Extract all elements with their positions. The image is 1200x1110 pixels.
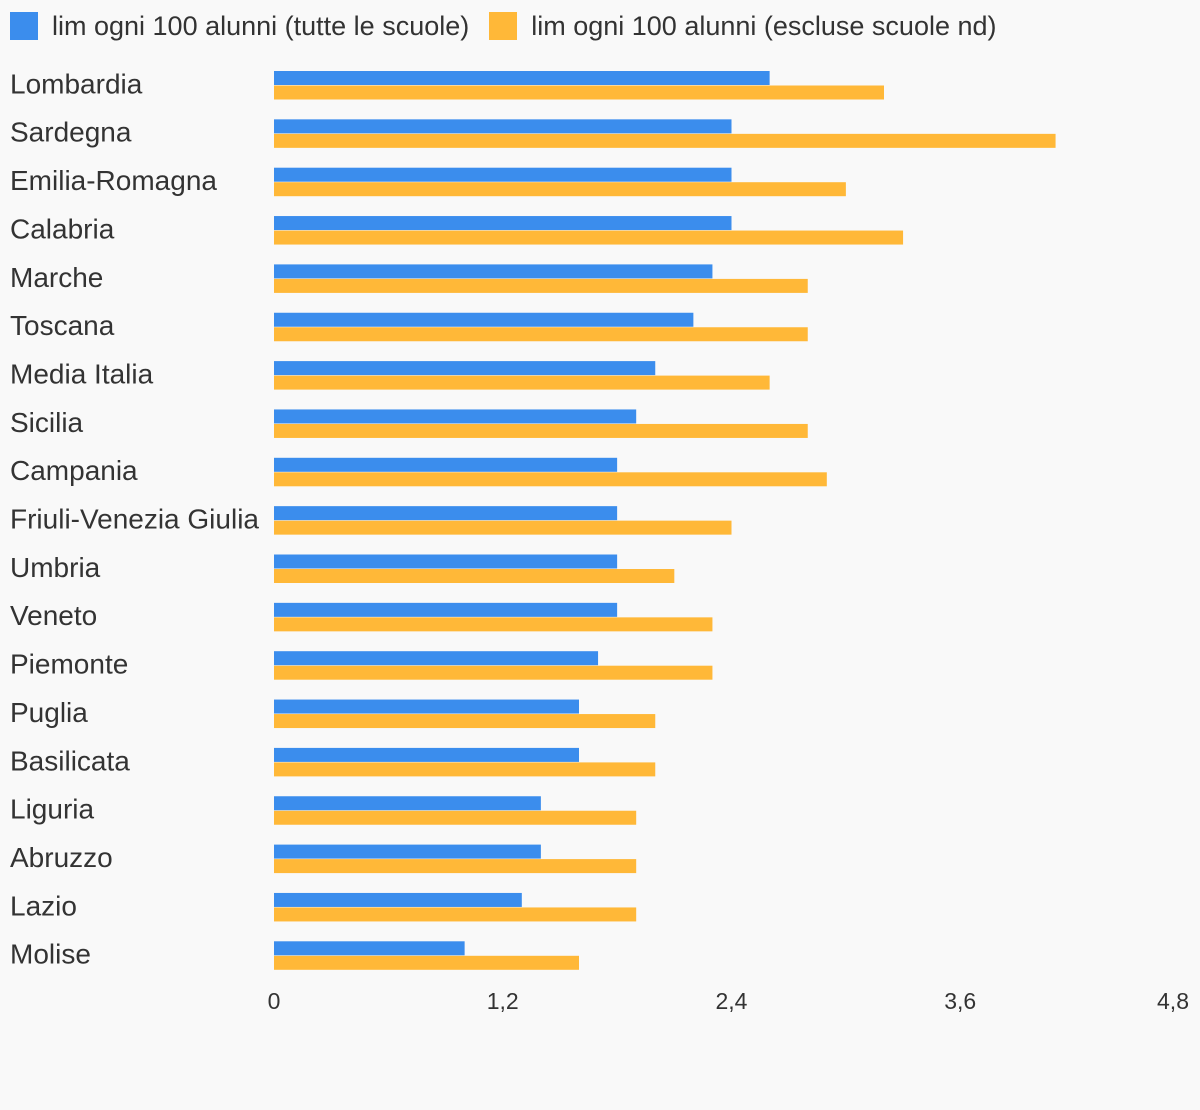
bar-tutte-le-scuole[interactable] bbox=[274, 71, 770, 85]
bar-escluse-scuole-nd[interactable] bbox=[274, 907, 637, 922]
bar-escluse-scuole-nd[interactable] bbox=[274, 714, 656, 729]
bar-tutte-le-scuole[interactable] bbox=[274, 554, 618, 569]
category-label: Molise bbox=[10, 939, 91, 970]
legend-swatch-blue bbox=[10, 12, 38, 40]
category-label: Piemonte bbox=[10, 649, 128, 680]
bar-escluse-scuole-nd[interactable] bbox=[274, 569, 675, 583]
bar-tutte-le-scuole[interactable] bbox=[274, 844, 541, 859]
category-label: Emilia-Romagna bbox=[10, 165, 217, 196]
category-label: Abruzzo bbox=[10, 842, 113, 873]
bar-tutte-le-scuole[interactable] bbox=[274, 312, 694, 327]
legend-label: lim ogni 100 alunni (tutte le scuole) bbox=[52, 10, 470, 41]
category-label: Sicilia bbox=[10, 407, 84, 438]
category-label: Veneto bbox=[10, 600, 97, 631]
category-label: Basilicata bbox=[10, 745, 130, 776]
bars bbox=[274, 71, 1056, 970]
bar-tutte-le-scuole[interactable] bbox=[274, 796, 541, 811]
x-tick-label: 4,8 bbox=[1157, 988, 1189, 1014]
category-label: Puglia bbox=[10, 697, 88, 728]
bar-tutte-le-scuole[interactable] bbox=[274, 506, 618, 521]
bar-tutte-le-scuole[interactable] bbox=[274, 361, 656, 376]
category-label: Media Italia bbox=[10, 358, 154, 389]
x-tick-label: 0 bbox=[268, 988, 281, 1014]
legend-item-escluse-scuole-nd[interactable]: lim ogni 100 alunni (escluse scuole nd) bbox=[489, 10, 997, 42]
bar-escluse-scuole-nd[interactable] bbox=[274, 955, 579, 970]
category-label: Marche bbox=[10, 262, 103, 293]
x-tick-label: 2,4 bbox=[716, 988, 748, 1014]
category-label: Sardegna bbox=[10, 117, 132, 148]
bar-escluse-scuole-nd[interactable] bbox=[274, 859, 637, 874]
chart-legend: lim ogni 100 alunni (tutte le scuole) li… bbox=[10, 8, 1017, 44]
legend-swatch-orange bbox=[489, 12, 518, 40]
category-label: Lombardia bbox=[10, 68, 143, 99]
bar-escluse-scuole-nd[interactable] bbox=[274, 85, 884, 100]
bar-tutte-le-scuole[interactable] bbox=[274, 941, 465, 956]
bar-escluse-scuole-nd[interactable] bbox=[274, 278, 808, 293]
bar-tutte-le-scuole[interactable] bbox=[274, 699, 579, 714]
category-labels: Lombardia Sardegna Emilia-Romagna Calabria M… bbox=[10, 68, 259, 969]
bar-escluse-scuole-nd[interactable] bbox=[274, 472, 827, 487]
bar-escluse-scuole-nd[interactable] bbox=[274, 762, 656, 777]
bar-escluse-scuole-nd[interactable] bbox=[274, 375, 770, 390]
bar-escluse-scuole-nd[interactable] bbox=[274, 327, 808, 342]
legend-label: lim ogni 100 alunni (escluse scuole nd) bbox=[531, 10, 997, 41]
category-label: Calabria bbox=[10, 213, 115, 244]
x-axis-ticks: 0 1,2 2,4 3,6 4,8 bbox=[268, 988, 1189, 1014]
bar-tutte-le-scuole[interactable] bbox=[274, 409, 637, 424]
bar-tutte-le-scuole[interactable] bbox=[274, 119, 732, 134]
bar-tutte-le-scuole[interactable] bbox=[274, 651, 599, 666]
bar-tutte-le-scuole[interactable] bbox=[274, 457, 618, 472]
category-label: Campania bbox=[10, 455, 138, 486]
category-label: Umbria bbox=[10, 552, 101, 583]
bar-tutte-le-scuole[interactable] bbox=[274, 264, 713, 279]
category-label: Friuli-Venezia Giulia bbox=[10, 504, 259, 535]
bar-escluse-scuole-nd[interactable] bbox=[274, 182, 846, 197]
bar-tutte-le-scuole[interactable] bbox=[274, 892, 522, 907]
bar-escluse-scuole-nd[interactable] bbox=[274, 665, 713, 680]
bar-tutte-le-scuole[interactable] bbox=[274, 216, 732, 231]
category-label: Liguria bbox=[10, 794, 94, 825]
bar-escluse-scuole-nd[interactable] bbox=[274, 230, 904, 245]
bar-escluse-scuole-nd[interactable] bbox=[274, 520, 732, 535]
bar-escluse-scuole-nd[interactable] bbox=[274, 810, 637, 825]
x-tick-label: 3,6 bbox=[944, 988, 976, 1014]
bar-escluse-scuole-nd[interactable] bbox=[274, 617, 713, 632]
category-label: Lazio bbox=[10, 890, 77, 921]
legend-item-tutte-le-scuole[interactable]: lim ogni 100 alunni (tutte le scuole) bbox=[10, 11, 469, 42]
bar-tutte-le-scuole[interactable] bbox=[274, 167, 732, 182]
bar-tutte-le-scuole[interactable] bbox=[274, 602, 618, 617]
bar-escluse-scuole-nd[interactable] bbox=[274, 423, 808, 438]
bar-escluse-scuole-nd[interactable] bbox=[274, 133, 1056, 148]
bar-tutte-le-scuole[interactable] bbox=[274, 747, 579, 762]
category-label: Toscana bbox=[10, 310, 115, 341]
x-tick-label: 1,2 bbox=[487, 988, 519, 1014]
